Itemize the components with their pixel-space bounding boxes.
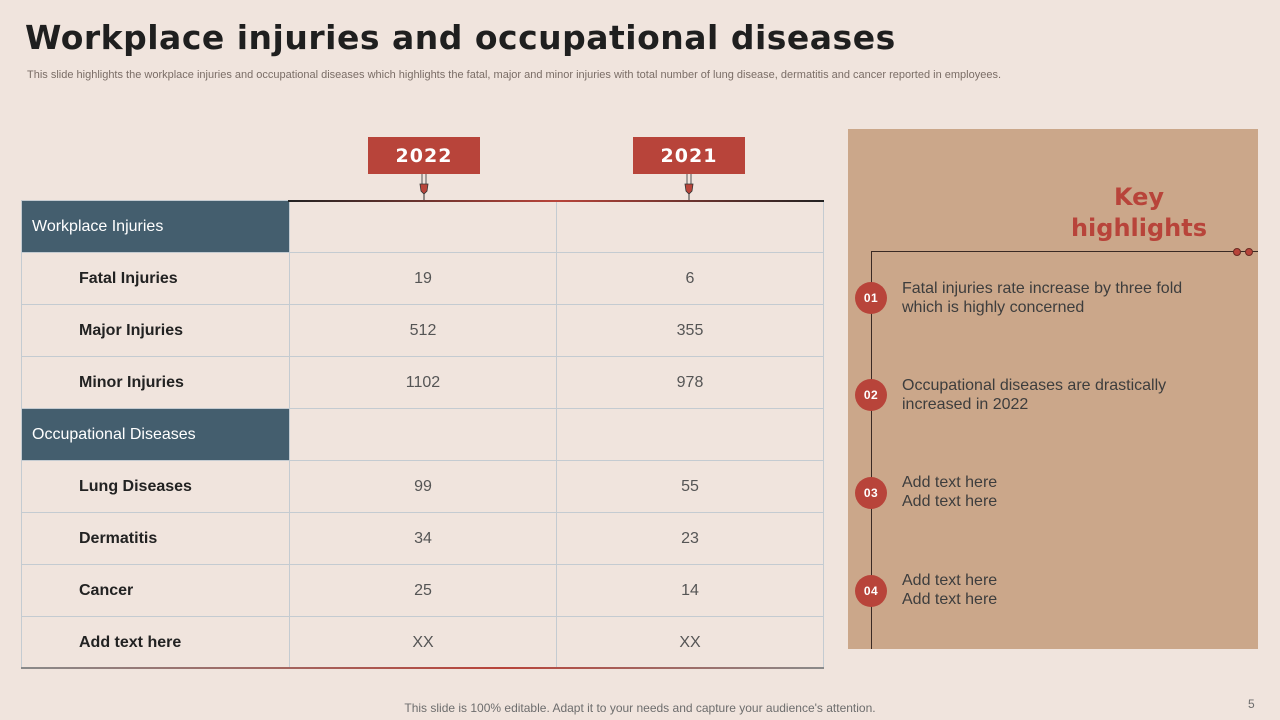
table-cell xyxy=(289,408,557,461)
cell-2022: 512 xyxy=(289,304,557,357)
cell-2021: 978 xyxy=(556,356,824,409)
pin-icon xyxy=(684,174,694,202)
cell-2021: 23 xyxy=(556,512,824,565)
page-title: Workplace injuries and occupational dise… xyxy=(25,18,896,57)
cell-2022: 25 xyxy=(289,564,557,617)
page-number: 5 xyxy=(1248,697,1255,711)
section-header: Occupational Diseases xyxy=(21,408,290,461)
cell-2021: 55 xyxy=(556,460,824,513)
table-cell xyxy=(556,408,824,461)
highlight-text: Fatal injuries rate increase by three fo… xyxy=(902,280,1183,316)
cell-2022: 34 xyxy=(289,512,557,565)
highlight-text: Occupational diseases are drastically in… xyxy=(902,377,1167,413)
pin-icon xyxy=(419,174,429,202)
table-bottom-rule xyxy=(21,667,824,669)
row-label: Fatal Injuries xyxy=(21,252,290,305)
highlight-number-badge: 01 xyxy=(855,282,887,314)
table-row: Cancer 25 14 xyxy=(21,564,824,617)
cell-2022: XX xyxy=(289,616,557,669)
table-top-rule xyxy=(288,200,824,202)
row-label: Lung Diseases xyxy=(21,460,290,513)
row-label: Add text here xyxy=(21,616,290,669)
highlight-number-badge: 04 xyxy=(855,575,887,607)
timeline-rule xyxy=(871,251,1258,252)
table-row: Minor Injuries 1102 978 xyxy=(21,356,824,409)
table-cell xyxy=(556,200,824,253)
section-header: Workplace Injuries xyxy=(21,200,290,253)
page-subtitle: This slide highlights the workplace inju… xyxy=(27,69,1002,81)
cell-2022: 1102 xyxy=(289,356,557,409)
cell-2022: 99 xyxy=(289,460,557,513)
table-section-row: Workplace Injuries xyxy=(21,200,824,253)
cell-2021: 355 xyxy=(556,304,824,357)
data-table: Workplace Injuries Fatal Injuries 19 6 M… xyxy=(21,200,824,669)
table-section-row: Occupational Diseases xyxy=(21,408,824,461)
cell-2021: 14 xyxy=(556,564,824,617)
table-row: Major Injuries 512 355 xyxy=(21,304,824,357)
cell-2021: 6 xyxy=(556,252,824,305)
table-row: Add text here XX XX xyxy=(21,616,824,669)
table-row: Fatal Injuries 19 6 xyxy=(21,252,824,305)
dot-icon xyxy=(1233,248,1241,256)
highlights-title: Key highlights xyxy=(1070,183,1208,242)
row-label: Minor Injuries xyxy=(21,356,290,409)
highlight-text: Add text here Add text here xyxy=(902,474,998,510)
cell-2022: 19 xyxy=(289,252,557,305)
highlights-panel xyxy=(848,129,1258,649)
table-row: Lung Diseases 99 55 xyxy=(21,460,824,513)
cell-2021: XX xyxy=(556,616,824,669)
timeline-line xyxy=(871,251,872,649)
highlight-number-badge: 03 xyxy=(855,477,887,509)
footer-note: This slide is 100% editable. Adapt it to… xyxy=(404,701,876,715)
highlight-text: Add text here Add text here xyxy=(902,572,998,608)
column-header-2021: 2021 xyxy=(633,137,745,174)
row-label: Dermatitis xyxy=(21,512,290,565)
table-cell xyxy=(289,200,557,253)
highlight-number-badge: 02 xyxy=(855,379,887,411)
row-label: Major Injuries xyxy=(21,304,290,357)
dot-icon xyxy=(1245,248,1253,256)
row-label: Cancer xyxy=(21,564,290,617)
table-row: Dermatitis 34 23 xyxy=(21,512,824,565)
column-header-2022: 2022 xyxy=(368,137,480,174)
